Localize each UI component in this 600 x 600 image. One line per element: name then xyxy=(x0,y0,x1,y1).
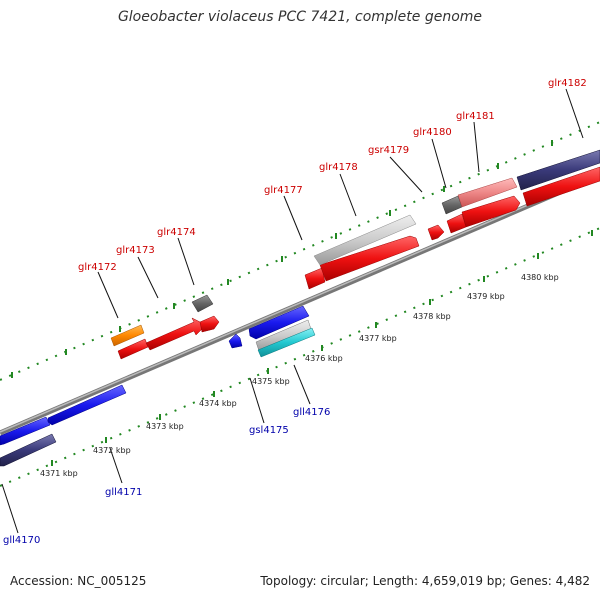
forward-major-ticks xyxy=(11,140,553,378)
gene-glr4174-shape[interactable] xyxy=(199,315,220,333)
gene-label-glr4174[interactable]: glr4174 xyxy=(157,227,196,238)
tick-label-4379: 4379 kbp xyxy=(467,292,505,301)
gene-glr4178-shape[interactable] xyxy=(319,235,420,282)
gene-label-gll4171[interactable]: gll4171 xyxy=(105,487,142,498)
gene-label-gll4176[interactable]: gll4176 xyxy=(293,407,330,418)
tick-label-4373: 4373 kbp xyxy=(146,422,184,431)
gene-glr4182-navy-shape[interactable] xyxy=(516,149,600,191)
genome-map: 4371 kbp 4372 kbp 4373 kbp 4374 kbp 4375… xyxy=(0,78,600,546)
gene-glr4172-shape[interactable] xyxy=(110,324,145,347)
accession-text: Accession: NC_005125 xyxy=(10,574,147,588)
gene-label-gsl4175[interactable]: gsl4175 xyxy=(249,425,289,436)
gene-gsr4179-shape[interactable] xyxy=(427,224,445,241)
gene-glr4174-gray-shape[interactable] xyxy=(191,294,214,313)
reverse-major-ticks xyxy=(51,230,593,466)
reverse-genes xyxy=(0,305,316,467)
gene-label-glr4181[interactable]: glr4181 xyxy=(456,111,495,122)
gene-label-gsr4179[interactable]: gsr4179 xyxy=(368,145,409,156)
tick-label-4371: 4371 kbp xyxy=(40,469,78,478)
gene-gll4176-shape[interactable] xyxy=(248,305,310,340)
genome-title: Gloeobacter violaceus PCC 7421, complete… xyxy=(117,9,483,25)
reverse-gene-labels: gll4170 gll4171 gsl4175 gll4176 xyxy=(3,407,330,546)
tick-label-4377: 4377 kbp xyxy=(359,334,397,343)
forward-genes xyxy=(110,149,600,360)
gene-label-glr4177[interactable]: glr4177 xyxy=(264,185,303,196)
gene-glr4173b-shape[interactable] xyxy=(145,317,203,351)
gene-label-glr4180[interactable]: glr4180 xyxy=(413,127,452,138)
gene-gll4176-teal-shape[interactable] xyxy=(257,327,316,358)
tick-label-4376: 4376 kbp xyxy=(305,354,343,363)
gene-glr4181-pink-shape[interactable] xyxy=(457,177,518,208)
gene-label-glr4178[interactable]: glr4178 xyxy=(319,162,358,173)
tick-label-4380: 4380 kbp xyxy=(521,273,559,282)
gene-glr4181-shape[interactable] xyxy=(461,195,521,228)
tick-label-4375: 4375 kbp xyxy=(252,377,290,386)
genome-info-text: Topology: circular; Length: 4,659,019 bp… xyxy=(260,574,590,588)
scale-tick-labels: 4371 kbp 4372 kbp 4373 kbp 4374 kbp 4375… xyxy=(40,273,559,478)
tick-label-4372: 4372 kbp xyxy=(93,446,131,455)
gene-glr4178-light-shape[interactable] xyxy=(313,214,417,266)
gene-label-gll4170[interactable]: gll4170 xyxy=(3,535,40,546)
gene-gll4170-navy-shape[interactable] xyxy=(0,433,57,467)
tick-label-4374: 4374 kbp xyxy=(199,399,237,408)
forward-label-leaders xyxy=(97,88,584,319)
gene-glr4177-shape[interactable] xyxy=(304,267,326,290)
tick-label-4378: 4378 kbp xyxy=(413,312,451,321)
gene-gsl4175-shape[interactable] xyxy=(228,333,243,349)
gene-gll4170-shape[interactable] xyxy=(0,416,51,446)
gene-glr4182-shape[interactable] xyxy=(522,166,600,207)
gene-label-glr4182[interactable]: glr4182 xyxy=(548,78,587,89)
gene-gll4171-shape[interactable] xyxy=(47,384,127,426)
gene-label-glr4172[interactable]: glr4172 xyxy=(78,262,117,273)
forward-gene-labels: glr4172 glr4173 glr4174 glr4177 glr4178 … xyxy=(78,78,587,273)
reverse-label-leaders xyxy=(1,364,311,534)
genome-backbone xyxy=(0,172,600,436)
gene-label-glr4173[interactable]: glr4173 xyxy=(116,245,155,256)
